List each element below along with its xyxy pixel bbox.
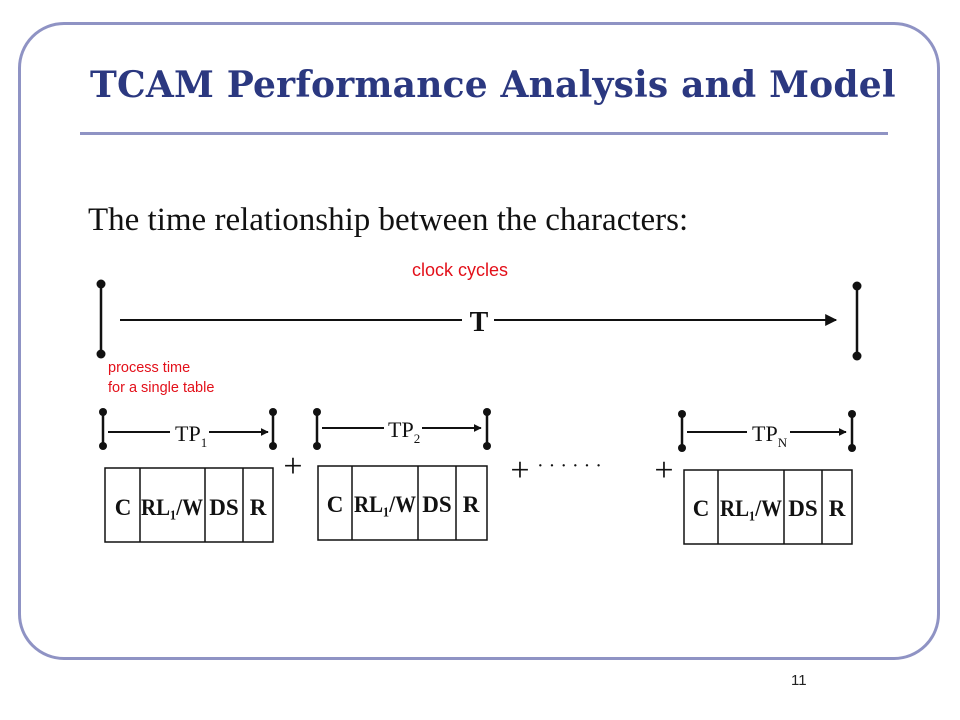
table-2-box [317, 465, 488, 541]
process-time-line-2: for a single table [108, 380, 215, 396]
page-number: 11 [791, 672, 807, 689]
table-1-end-tick [269, 408, 277, 450]
table-n-field-rl-w: RL₁/W [720, 496, 782, 521]
table-1-segment: TP1 C RL₁/W DS R [99, 408, 277, 543]
total-time-label: T [470, 307, 489, 338]
table-2-field-rl-w: RL₁/W [354, 492, 416, 517]
table-2-tp-label: TP2 [388, 417, 420, 446]
plus-operator-2: + [510, 452, 529, 489]
plus-operator-3: + [654, 452, 673, 489]
ellipsis: · · · · · · [537, 455, 602, 477]
slide-frame [18, 22, 940, 660]
total-time-timeline: T [96, 279, 862, 361]
table-n-field-r: R [829, 496, 846, 521]
timeline-end-tick [852, 281, 862, 361]
table-n-end-tick [848, 410, 856, 452]
table-1-field-rl-w: RL₁/W [141, 495, 203, 520]
timeline-start-tick [96, 279, 106, 359]
table-1-start-tick [99, 408, 107, 450]
table-n-tp-label: TPN [752, 421, 788, 450]
process-time-line-1: process time [108, 360, 191, 376]
table-2-segment: TP2 C RL₁/W DS R [313, 408, 491, 541]
plus-operator-1: + [283, 448, 302, 485]
slide-title: TCAM Performance Analysis and Model [90, 64, 896, 106]
table-n-start-tick [678, 410, 686, 452]
table-n-field-ds: DS [788, 496, 817, 521]
title-underline [80, 132, 888, 135]
table-n-box [683, 469, 853, 545]
table-1-field-c: C [115, 495, 132, 520]
table-1-field-r: R [250, 495, 267, 520]
table-1-box [104, 467, 274, 543]
table-n-field-c: C [693, 496, 710, 521]
clock-cycles-note: clock cycles [412, 260, 509, 280]
table-n-segment: TPN C RL₁/W DS R [678, 410, 856, 545]
slide-subtitle: The time relationship between the charac… [88, 202, 689, 238]
table-2-field-ds: DS [422, 492, 451, 517]
table-2-end-tick [483, 408, 491, 450]
table-2-start-tick [313, 408, 321, 450]
process-time-note: process time for a single table [108, 358, 214, 398]
table-2-field-c: C [327, 492, 344, 517]
table-1-field-ds: DS [209, 495, 238, 520]
table-1-tp-label: TP1 [175, 421, 207, 450]
table-2-field-r: R [463, 492, 480, 517]
